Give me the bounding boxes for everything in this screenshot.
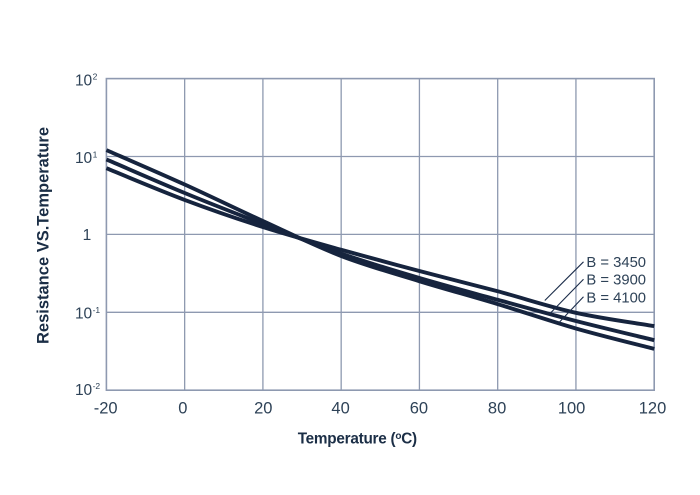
svg-text:Resistance VS.Temperature: Resistance VS.Temperature [34,127,52,344]
svg-text:100: 100 [558,400,586,418]
svg-text:0: 0 [178,400,187,418]
svg-text:20: 20 [254,400,272,418]
svg-text:2: 2 [93,72,98,82]
svg-text:Temperature (oC): Temperature (oC) [298,431,417,448]
svg-text:1: 1 [93,149,98,159]
svg-text:-2: -2 [93,381,101,391]
svg-text:10: 10 [75,72,93,89]
svg-text:10: 10 [75,382,93,399]
svg-text:80: 80 [488,400,506,418]
svg-text:40: 40 [331,400,349,418]
svg-text:1: 1 [83,227,92,244]
svg-text:10: 10 [75,306,93,323]
svg-text:120: 120 [639,400,667,418]
svg-text:B = 3450: B = 3450 [586,255,646,271]
svg-text:60: 60 [410,400,428,418]
svg-text:B = 4100: B = 4100 [586,290,646,306]
svg-text:-1: -1 [93,305,101,315]
svg-text:10: 10 [75,150,93,167]
svg-text:B = 3900: B = 3900 [586,272,646,288]
svg-text:-20: -20 [94,400,118,418]
